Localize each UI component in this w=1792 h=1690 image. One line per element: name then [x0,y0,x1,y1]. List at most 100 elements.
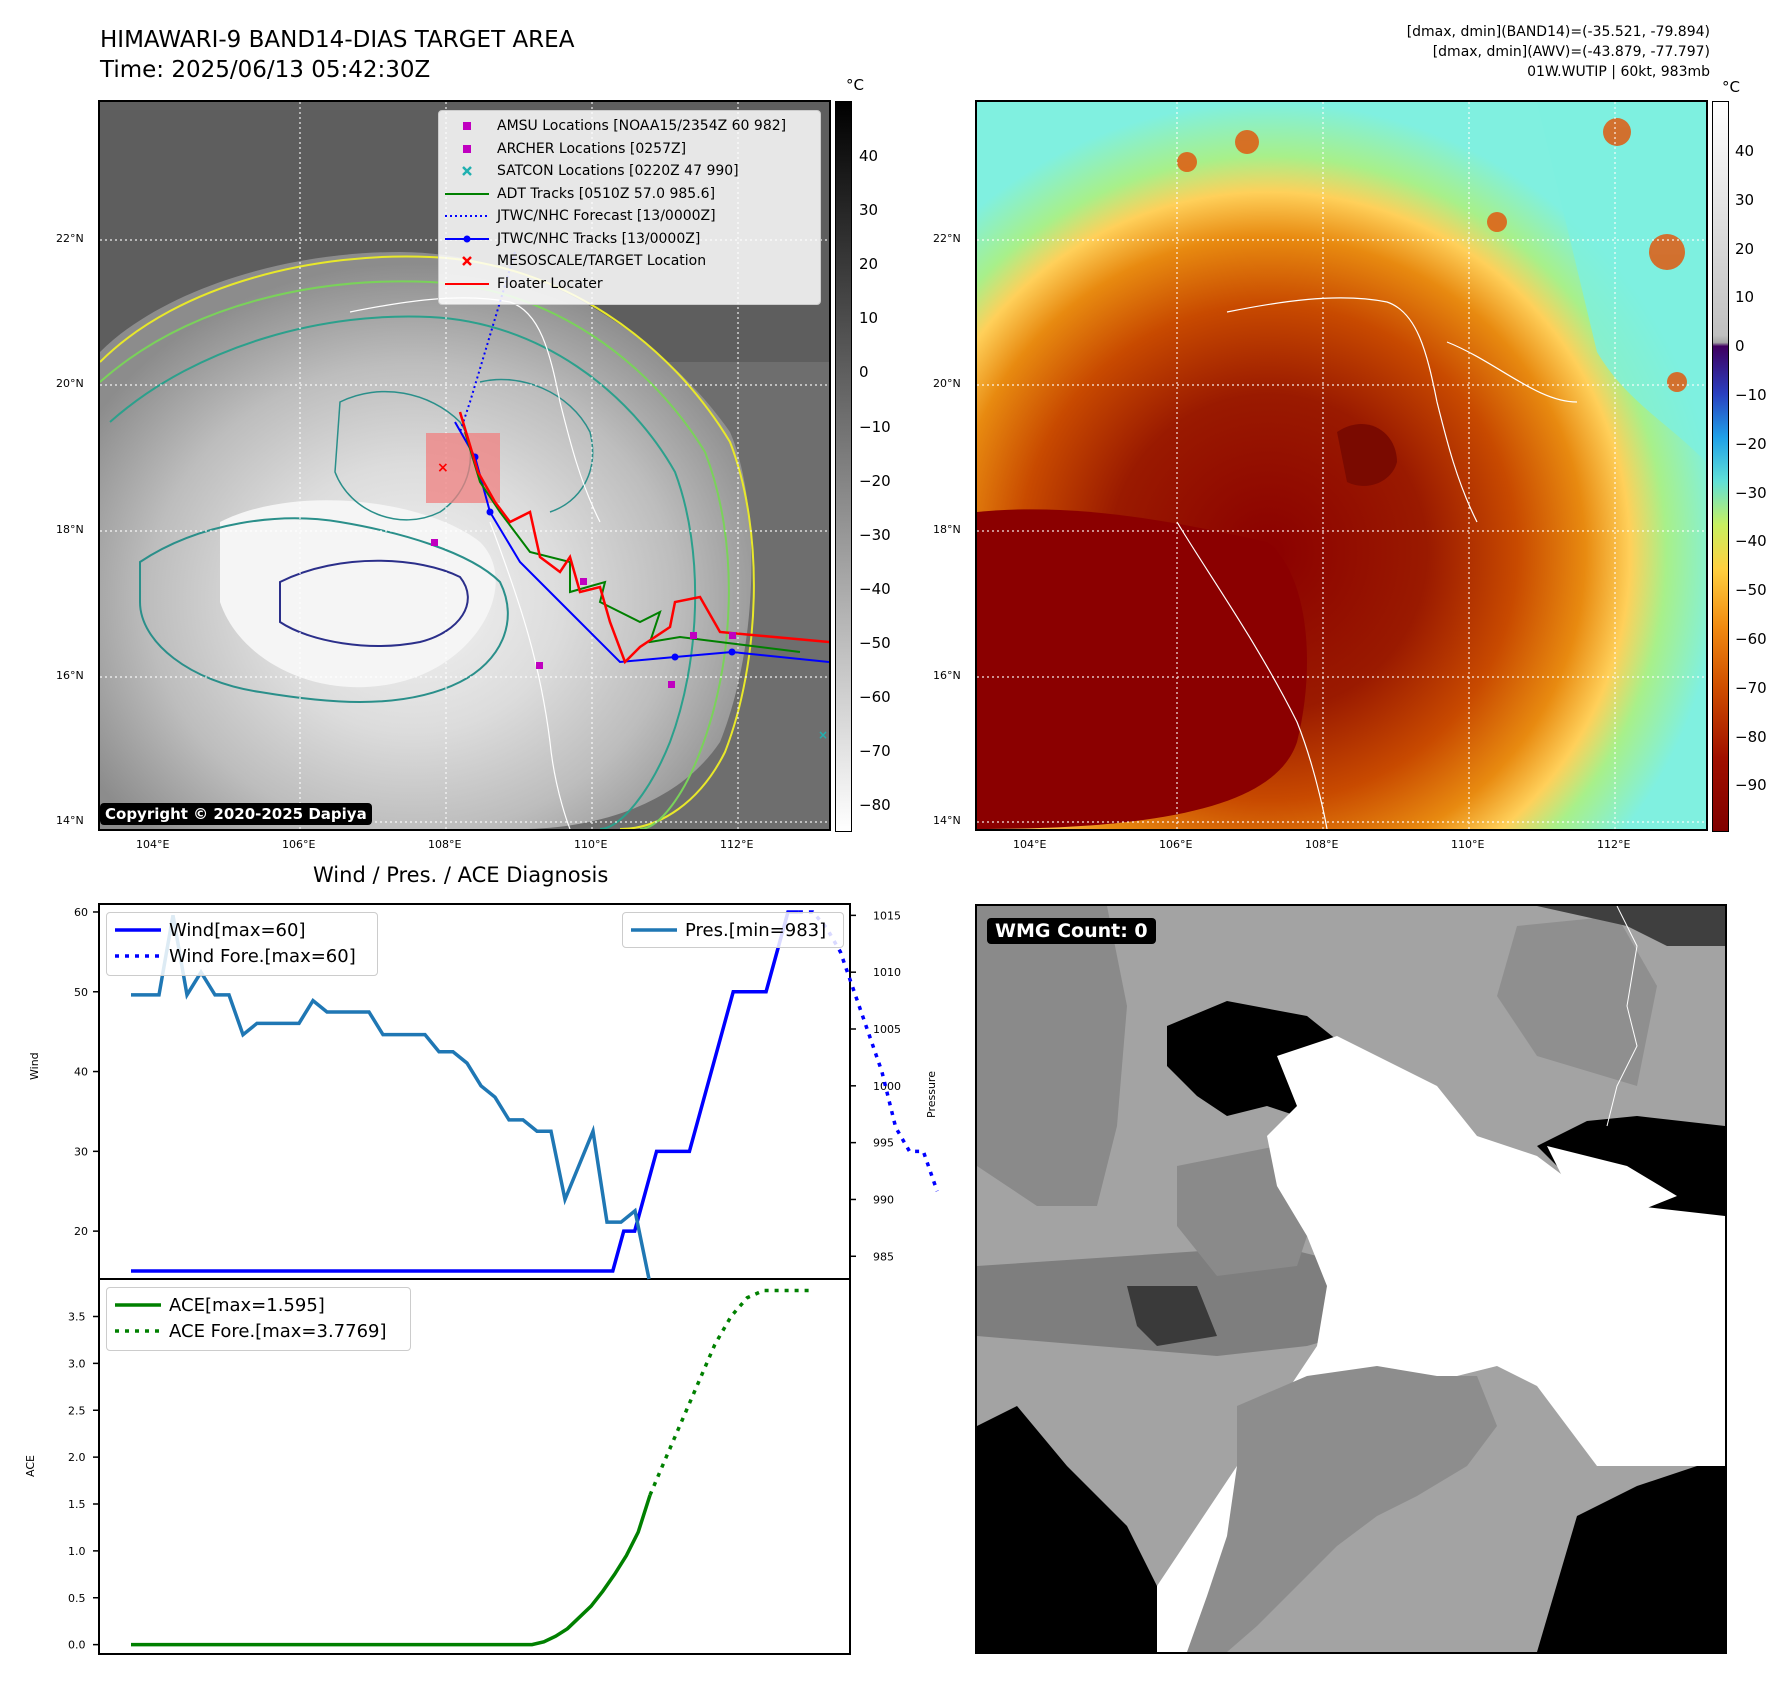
lon-tick-label: 108°E [1305,838,1339,851]
lat-tick-label: 18°N [933,523,961,536]
gray-colorbar-tick: 0 [859,363,869,382]
pressure-tick-label: 985 [873,1250,894,1263]
color-colorbar-tick: −10 [1735,386,1767,404]
color-colorbar-tick: −20 [1735,434,1767,453]
ace-legend: ACE[max=1.595] ACE Fore.[max=3.7769] [106,1287,411,1351]
lon-tick-label: 112°E [720,838,754,851]
map-legend-label: MESOSCALE/TARGET Location [497,253,707,270]
wmg-count-badge: WMG Count: 0 [987,918,1156,944]
lat-tick-label: 14°N [56,814,84,827]
color-colorbar-tick: −60 [1735,630,1767,648]
figure-time: Time: 2025/06/13 05:42:30Z [100,57,431,83]
pressure-tick-label: 1015 [873,909,901,922]
svg-text:×: × [818,728,828,742]
ace-frame [98,1278,851,1655]
wmg-image [977,906,1725,1652]
wind-tick-label: 60 [74,906,88,919]
lat-tick-label: 20°N [56,377,84,390]
legend-line-dot-icon [445,232,489,246]
lon-tick-label: 104°E [136,838,170,851]
map-legend-label: SATCON Locations [0220Z 47 990] [497,163,739,180]
gray-colorbar-tick: 40 [859,147,879,165]
wmg-panel[interactable]: WMG Count: 0 [975,904,1727,1654]
lat-tick-label: 22°N [933,232,961,245]
pressure-legend: Pres.[min=983] [622,912,844,948]
pressure-tick-label: 1005 [873,1023,901,1036]
legend-pressure: Pres.[min=983] [685,919,827,941]
legend-square-icon [445,142,489,156]
ace-tick-label: 1.0 [68,1545,86,1558]
svg-text:×: × [437,460,449,476]
wind-tick-label: 20 [74,1225,88,1238]
gray-colorbar-tick: 10 [859,309,879,328]
wind-forecast-line [798,910,939,1192]
pressure-tick-label: 995 [873,1137,894,1150]
lat-tick-label: 16°N [933,669,961,682]
legend-line-icon [445,277,489,291]
header-storm-info: 01W.WUTIP | 60kt, 983mb [1527,64,1710,80]
map-legend-label: ADT Tracks [0510Z 57.0 985.6] [497,185,716,202]
wind-line [131,910,799,1273]
gray-colorbar [835,101,852,832]
gray-colorbar-tick: −50 [859,633,891,652]
lat-tick-label: 18°N [56,523,84,536]
legend-ace-forecast: ACE Fore.[max=3.7769] [169,1320,387,1342]
color-colorbar-tick: −90 [1735,776,1767,795]
pressure-line [131,915,651,1280]
map-legend-label: AMSU Locations [NOAA15/2354Z 60 982] [497,118,787,135]
ace-tick-label: 3.0 [68,1357,86,1370]
header-band14-range: [dmax, dmin](BAND14)=(-35.521, -79.894) [1406,24,1710,40]
lon-tick-label: 106°E [1159,838,1193,851]
map-legend-label: JTWC/NHC Tracks [13/0000Z] [497,230,701,247]
gray-colorbar-tick: −60 [859,688,891,706]
copyright-badge: Copyright © 2020-2025 Dapiya [100,803,372,825]
map-legend-item: MESOSCALE/TARGET Location [445,250,814,273]
legend-line-icon [445,187,489,201]
ace-tick-label: 2.0 [68,1451,86,1464]
wind-tick-label: 50 [74,986,88,999]
map-legend-item: SATCON Locations [0220Z 47 990] [445,160,814,183]
color-colorbar-tick: 30 [1735,190,1755,209]
color-colorbar-tick: 20 [1735,239,1755,258]
ace-forecast-line [648,1288,812,1496]
legend-ace: ACE[max=1.595] [169,1294,325,1316]
gray-colorbar-tick: −80 [859,796,891,815]
gray-colorbar-tick: 30 [859,201,879,220]
pressure-tick-label: 990 [873,1193,894,1206]
lon-tick-label: 108°E [428,838,462,851]
map-legend-label: JTWC/NHC Forecast [13/0000Z] [497,208,716,225]
gray-colorbar-tick: 20 [859,255,879,274]
ace-line [131,1494,652,1647]
wind-legend: Wind[max=60] Wind Fore.[max=60] [106,912,378,976]
color-colorbar-tick: −80 [1735,727,1767,746]
lon-tick-label: 104°E [1013,838,1047,851]
header-awv-range: [dmax, dmin](AWV)=(-43.879, -77.797) [1432,44,1710,60]
color-colorbar-tick: 10 [1735,288,1755,307]
ace-tick-label: 0.0 [68,1639,86,1652]
color-colorbar-tick: −70 [1735,678,1767,697]
pressure-tick-label: 1010 [873,966,901,979]
gray-colorbar-tick: −70 [859,742,891,761]
color-ir-map-panel[interactable] [975,100,1708,831]
figure-title: HIMAWARI-9 BAND14-DIAS TARGET AREA [100,27,575,53]
legend-square-icon [445,119,489,133]
lat-tick-label: 14°N [933,814,961,827]
lat-tick-label: 22°N [56,232,84,245]
ace-axis-label: ACE [24,1455,37,1477]
legend-dotted-icon [445,209,489,223]
wind-axis-label: Wind [28,1052,41,1080]
gray-colorbar-tick: −40 [859,579,891,598]
color-colorbar-tick: −40 [1735,532,1767,551]
ace-tick-label: 0.5 [68,1592,86,1605]
map-legend-label: Floater Locater [497,275,603,292]
color-colorbar-tick: 0 [1735,337,1745,356]
legend-wind-forecast: Wind Fore.[max=60] [169,945,356,967]
ir-map-panel[interactable]: × × AMSU Locations [NOAA15/2354Z 60 982]… [98,100,831,831]
map-legend-item: ADT Tracks [0510Z 57.0 985.6] [445,183,814,206]
color-ir-map-image [977,102,1706,829]
map-legend-item: AMSU Locations [NOAA15/2354Z 60 982] [445,115,814,138]
color-colorbar [1712,101,1729,832]
map-legend-label: ARCHER Locations [0257Z] [497,140,687,157]
lon-tick-label: 106°E [282,838,316,851]
